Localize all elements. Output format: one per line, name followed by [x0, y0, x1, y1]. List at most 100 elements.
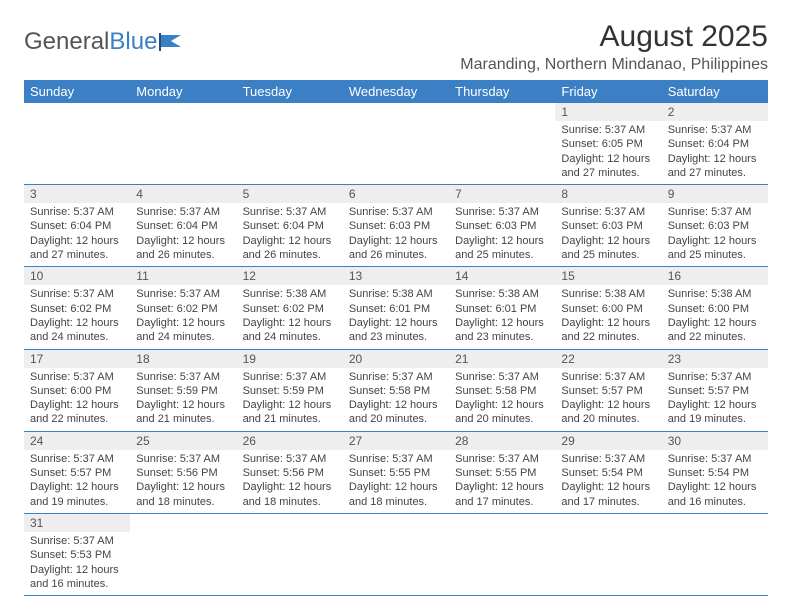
- calendar-day-cell: 14Sunrise: 5:38 AMSunset: 6:01 PMDayligh…: [449, 267, 555, 349]
- day-body: Sunrise: 5:37 AMSunset: 5:54 PMDaylight:…: [555, 450, 661, 513]
- daylight-line2: and 18 minutes.: [243, 495, 337, 509]
- sunset-text: Sunset: 5:54 PM: [561, 466, 655, 480]
- daylight-line1: Daylight: 12 hours: [243, 398, 337, 412]
- day-body: Sunrise: 5:38 AMSunset: 6:01 PMDaylight:…: [343, 285, 449, 348]
- sunrise-text: Sunrise: 5:37 AM: [30, 534, 124, 548]
- day-body: Sunrise: 5:37 AMSunset: 6:03 PMDaylight:…: [449, 203, 555, 266]
- day-body: Sunrise: 5:37 AMSunset: 6:04 PMDaylight:…: [130, 203, 236, 266]
- daylight-line2: and 17 minutes.: [455, 495, 549, 509]
- day-number: 26: [237, 432, 343, 450]
- calendar-week-row: 17Sunrise: 5:37 AMSunset: 6:00 PMDayligh…: [24, 349, 768, 431]
- logo-text-1: General: [24, 28, 109, 56]
- sunset-text: Sunset: 5:56 PM: [136, 466, 230, 480]
- daylight-line1: Daylight: 12 hours: [455, 398, 549, 412]
- calendar-empty-cell: [343, 513, 449, 595]
- sunset-text: Sunset: 6:00 PM: [30, 384, 124, 398]
- day-number: 18: [130, 350, 236, 368]
- day-body: Sunrise: 5:37 AMSunset: 6:04 PMDaylight:…: [237, 203, 343, 266]
- sunrise-text: Sunrise: 5:38 AM: [455, 287, 549, 301]
- daylight-line1: Daylight: 12 hours: [668, 398, 762, 412]
- calendar-day-cell: 6Sunrise: 5:37 AMSunset: 6:03 PMDaylight…: [343, 185, 449, 267]
- daylight-line2: and 18 minutes.: [136, 495, 230, 509]
- daylight-line1: Daylight: 12 hours: [136, 398, 230, 412]
- day-number: 19: [237, 350, 343, 368]
- sunset-text: Sunset: 6:04 PM: [243, 219, 337, 233]
- daylight-line2: and 27 minutes.: [668, 166, 762, 180]
- daylight-line1: Daylight: 12 hours: [30, 480, 124, 494]
- sunrise-text: Sunrise: 5:37 AM: [561, 452, 655, 466]
- day-header: Tuesday: [237, 80, 343, 103]
- sunset-text: Sunset: 6:03 PM: [349, 219, 443, 233]
- day-body: Sunrise: 5:37 AMSunset: 5:54 PMDaylight:…: [662, 450, 768, 513]
- calendar-empty-cell: [130, 513, 236, 595]
- calendar-week-row: 31Sunrise: 5:37 AMSunset: 5:53 PMDayligh…: [24, 513, 768, 595]
- calendar-week-row: 3Sunrise: 5:37 AMSunset: 6:04 PMDaylight…: [24, 185, 768, 267]
- sunset-text: Sunset: 6:04 PM: [136, 219, 230, 233]
- daylight-line1: Daylight: 12 hours: [561, 398, 655, 412]
- sunrise-text: Sunrise: 5:37 AM: [136, 370, 230, 384]
- calendar-empty-cell: [449, 103, 555, 185]
- sunset-text: Sunset: 5:53 PM: [30, 548, 124, 562]
- daylight-line2: and 20 minutes.: [455, 412, 549, 426]
- day-number: 21: [449, 350, 555, 368]
- sunrise-text: Sunrise: 5:37 AM: [30, 287, 124, 301]
- day-body: Sunrise: 5:37 AMSunset: 5:56 PMDaylight:…: [237, 450, 343, 513]
- daylight-line1: Daylight: 12 hours: [349, 480, 443, 494]
- sunset-text: Sunset: 5:57 PM: [668, 384, 762, 398]
- calendar-day-cell: 16Sunrise: 5:38 AMSunset: 6:00 PMDayligh…: [662, 267, 768, 349]
- sunrise-text: Sunrise: 5:37 AM: [243, 370, 337, 384]
- calendar-empty-cell: [555, 513, 661, 595]
- day-body: Sunrise: 5:37 AMSunset: 6:04 PMDaylight:…: [24, 203, 130, 266]
- calendar-day-cell: 27Sunrise: 5:37 AMSunset: 5:55 PMDayligh…: [343, 431, 449, 513]
- daylight-line1: Daylight: 12 hours: [136, 480, 230, 494]
- calendar-day-cell: 28Sunrise: 5:37 AMSunset: 5:55 PMDayligh…: [449, 431, 555, 513]
- day-body: Sunrise: 5:37 AMSunset: 5:55 PMDaylight:…: [343, 450, 449, 513]
- daylight-line2: and 19 minutes.: [668, 412, 762, 426]
- calendar-day-cell: 8Sunrise: 5:37 AMSunset: 6:03 PMDaylight…: [555, 185, 661, 267]
- calendar-table: SundayMondayTuesdayWednesdayThursdayFrid…: [24, 80, 768, 596]
- daylight-line1: Daylight: 12 hours: [668, 234, 762, 248]
- sunset-text: Sunset: 6:02 PM: [243, 302, 337, 316]
- sunrise-text: Sunrise: 5:37 AM: [668, 452, 762, 466]
- day-number: 16: [662, 267, 768, 285]
- sunrise-text: Sunrise: 5:37 AM: [349, 452, 443, 466]
- calendar-day-cell: 29Sunrise: 5:37 AMSunset: 5:54 PMDayligh…: [555, 431, 661, 513]
- daylight-line2: and 23 minutes.: [455, 330, 549, 344]
- day-number: 12: [237, 267, 343, 285]
- sunrise-text: Sunrise: 5:37 AM: [561, 123, 655, 137]
- calendar-day-cell: 20Sunrise: 5:37 AMSunset: 5:58 PMDayligh…: [343, 349, 449, 431]
- calendar-day-cell: 15Sunrise: 5:38 AMSunset: 6:00 PMDayligh…: [555, 267, 661, 349]
- calendar-day-cell: 5Sunrise: 5:37 AMSunset: 6:04 PMDaylight…: [237, 185, 343, 267]
- day-body: Sunrise: 5:38 AMSunset: 6:00 PMDaylight:…: [662, 285, 768, 348]
- day-number: 22: [555, 350, 661, 368]
- day-number: 13: [343, 267, 449, 285]
- calendar-day-cell: 7Sunrise: 5:37 AMSunset: 6:03 PMDaylight…: [449, 185, 555, 267]
- sunrise-text: Sunrise: 5:37 AM: [668, 123, 762, 137]
- day-number: 15: [555, 267, 661, 285]
- day-body: Sunrise: 5:37 AMSunset: 6:05 PMDaylight:…: [555, 121, 661, 184]
- sunrise-text: Sunrise: 5:37 AM: [455, 452, 549, 466]
- logo-flag-icon: [159, 33, 185, 51]
- day-number: 20: [343, 350, 449, 368]
- day-body: Sunrise: 5:37 AMSunset: 5:57 PMDaylight:…: [555, 368, 661, 431]
- daylight-line2: and 17 minutes.: [561, 495, 655, 509]
- sunrise-text: Sunrise: 5:37 AM: [349, 370, 443, 384]
- sunset-text: Sunset: 6:01 PM: [349, 302, 443, 316]
- sunrise-text: Sunrise: 5:38 AM: [561, 287, 655, 301]
- calendar-day-cell: 25Sunrise: 5:37 AMSunset: 5:56 PMDayligh…: [130, 431, 236, 513]
- sunset-text: Sunset: 6:01 PM: [455, 302, 549, 316]
- daylight-line1: Daylight: 12 hours: [243, 316, 337, 330]
- day-header: Friday: [555, 80, 661, 103]
- daylight-line1: Daylight: 12 hours: [561, 152, 655, 166]
- day-body: Sunrise: 5:37 AMSunset: 5:59 PMDaylight:…: [237, 368, 343, 431]
- location: Maranding, Northern Mindanao, Philippine…: [460, 56, 768, 74]
- daylight-line1: Daylight: 12 hours: [30, 563, 124, 577]
- sunrise-text: Sunrise: 5:37 AM: [136, 205, 230, 219]
- day-number: 23: [662, 350, 768, 368]
- title-block: August 2025 Maranding, Northern Mindanao…: [460, 20, 768, 74]
- day-body: Sunrise: 5:37 AMSunset: 5:53 PMDaylight:…: [24, 532, 130, 595]
- daylight-line1: Daylight: 12 hours: [30, 398, 124, 412]
- daylight-line1: Daylight: 12 hours: [136, 234, 230, 248]
- calendar-day-cell: 10Sunrise: 5:37 AMSunset: 6:02 PMDayligh…: [24, 267, 130, 349]
- daylight-line2: and 19 minutes.: [30, 495, 124, 509]
